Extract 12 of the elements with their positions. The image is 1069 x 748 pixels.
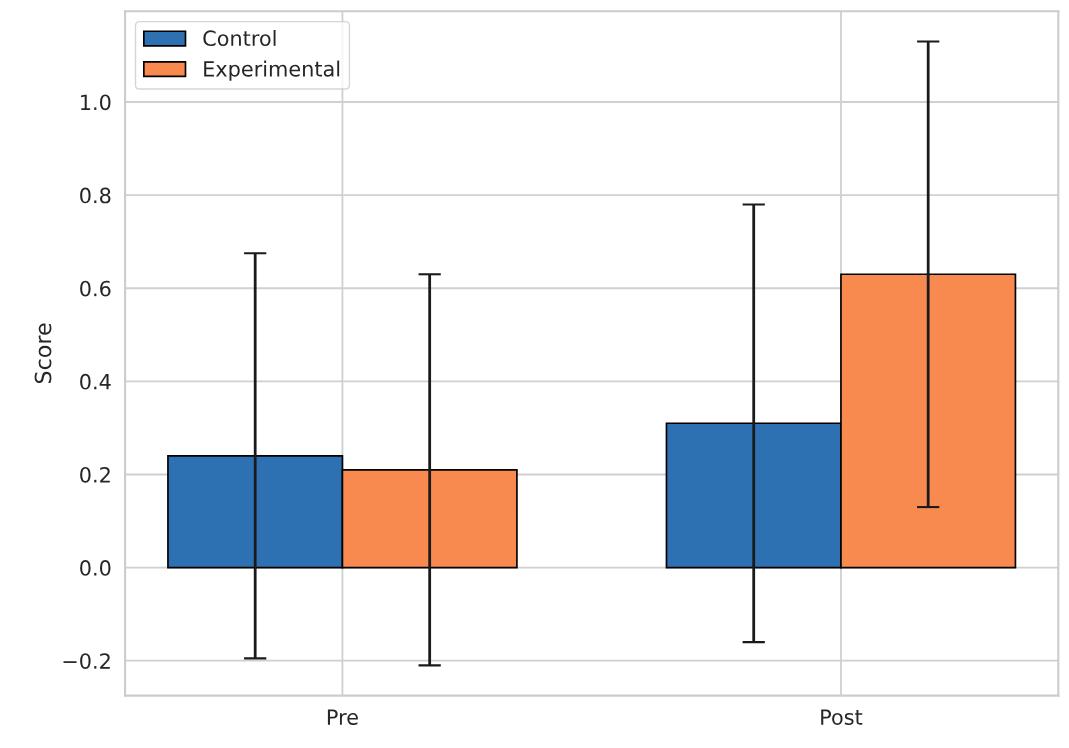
y-tick-label: 0.0 [80, 560, 111, 576]
x-tick-label: Post [821, 709, 863, 725]
legend-label: Experimental [204, 60, 340, 81]
y-tick-label: 0.8 [80, 187, 111, 204]
y-tick-label: 0.6 [80, 280, 111, 297]
y-tick-label: −0.2 [63, 653, 110, 669]
legend-label: Control [203, 29, 276, 47]
x-tick-label: Pre [327, 709, 358, 725]
y-tick-label: 1.0 [81, 94, 111, 111]
y-tick-label: 0.4 [80, 373, 111, 390]
y-tick-label: 0.2 [80, 466, 110, 483]
y-axis-title: Score [34, 323, 52, 384]
